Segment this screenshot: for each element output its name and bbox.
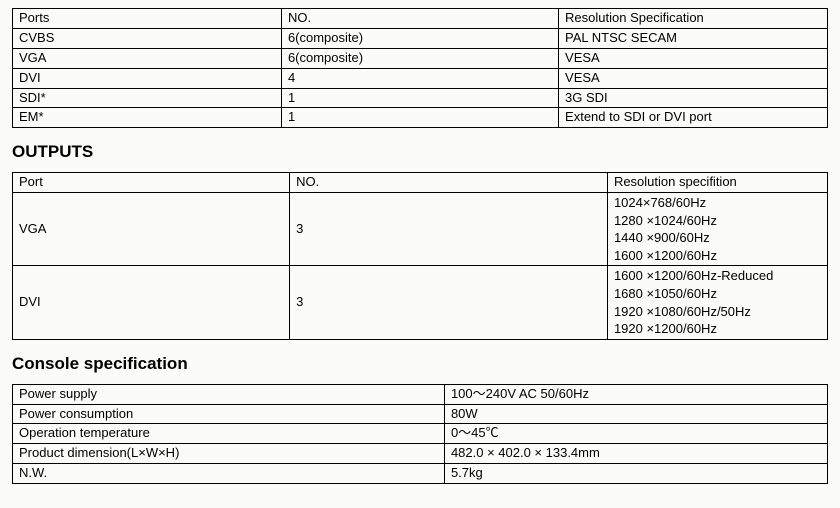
table-row: Power consumption 80W — [13, 404, 828, 424]
console-heading: Console specification — [12, 354, 828, 374]
header-cell: Resolution Specification — [559, 9, 828, 29]
table-header-row: Port NO. Resolution specifition — [13, 173, 828, 193]
cell: 5.7kg — [444, 464, 827, 484]
table-row: Power supply 100～240V AC 50/60Hz — [13, 384, 828, 404]
cell: 1 — [281, 108, 558, 128]
cell: 1024×768/60Hz 1280 ×1024/60Hz 1440 ×900/… — [607, 193, 827, 266]
cell: 100～240V AC 50/60Hz — [444, 384, 827, 404]
cell: 3 — [290, 193, 608, 266]
cell: Product dimension(L×W×H) — [13, 444, 445, 464]
cell: Operation temperature — [13, 424, 445, 444]
outputs-heading: OUTPUTS — [12, 142, 828, 162]
cell: CVBS — [13, 28, 282, 48]
cell: 0～45℃ — [444, 424, 827, 444]
table-row: SDI* 1 3G SDI — [13, 88, 828, 108]
cell: 1600 ×1200/60Hz-Reduced 1680 ×1050/60Hz … — [607, 266, 827, 339]
table-row: VGA 6(composite) VESA — [13, 48, 828, 68]
cell: N.W. — [13, 464, 445, 484]
table-row: VGA 3 1024×768/60Hz 1280 ×1024/60Hz 1440… — [13, 193, 828, 266]
cell: EM* — [13, 108, 282, 128]
console-table: Power supply 100～240V AC 50/60Hz Power c… — [12, 384, 828, 484]
cell: VGA — [13, 48, 282, 68]
header-cell: Resolution specifition — [607, 173, 827, 193]
cell: SDI* — [13, 88, 282, 108]
cell: VGA — [13, 193, 290, 266]
table-row: DVI 3 1600 ×1200/60Hz-Reduced 1680 ×1050… — [13, 266, 828, 339]
ports-table: Ports NO. Resolution Specification CVBS … — [12, 8, 828, 128]
table-header-row: Ports NO. Resolution Specification — [13, 9, 828, 29]
cell: 1 — [281, 88, 558, 108]
cell: VESA — [559, 68, 828, 88]
table-row: CVBS 6(composite) PAL NTSC SECAM — [13, 28, 828, 48]
cell: 482.0 × 402.0 × 133.4mm — [444, 444, 827, 464]
cell: DVI — [13, 68, 282, 88]
table-row: EM* 1 Extend to SDI or DVI port — [13, 108, 828, 128]
table-row: DVI 4 VESA — [13, 68, 828, 88]
cell: 3G SDI — [559, 88, 828, 108]
header-cell: Port — [13, 173, 290, 193]
cell: DVI — [13, 266, 290, 339]
cell: 6(composite) — [281, 28, 558, 48]
table-row: Operation temperature 0～45℃ — [13, 424, 828, 444]
cell: 80W — [444, 404, 827, 424]
header-cell: Ports — [13, 9, 282, 29]
cell: Power supply — [13, 384, 445, 404]
header-cell: NO. — [290, 173, 608, 193]
cell: Extend to SDI or DVI port — [559, 108, 828, 128]
cell: 4 — [281, 68, 558, 88]
outputs-table: Port NO. Resolution specifition VGA 3 10… — [12, 172, 828, 339]
cell: 6(composite) — [281, 48, 558, 68]
cell: VESA — [559, 48, 828, 68]
cell: 3 — [290, 266, 608, 339]
cell: Power consumption — [13, 404, 445, 424]
table-row: Product dimension(L×W×H) 482.0 × 402.0 ×… — [13, 444, 828, 464]
table-row: N.W. 5.7kg — [13, 464, 828, 484]
header-cell: NO. — [281, 9, 558, 29]
cell: PAL NTSC SECAM — [559, 28, 828, 48]
